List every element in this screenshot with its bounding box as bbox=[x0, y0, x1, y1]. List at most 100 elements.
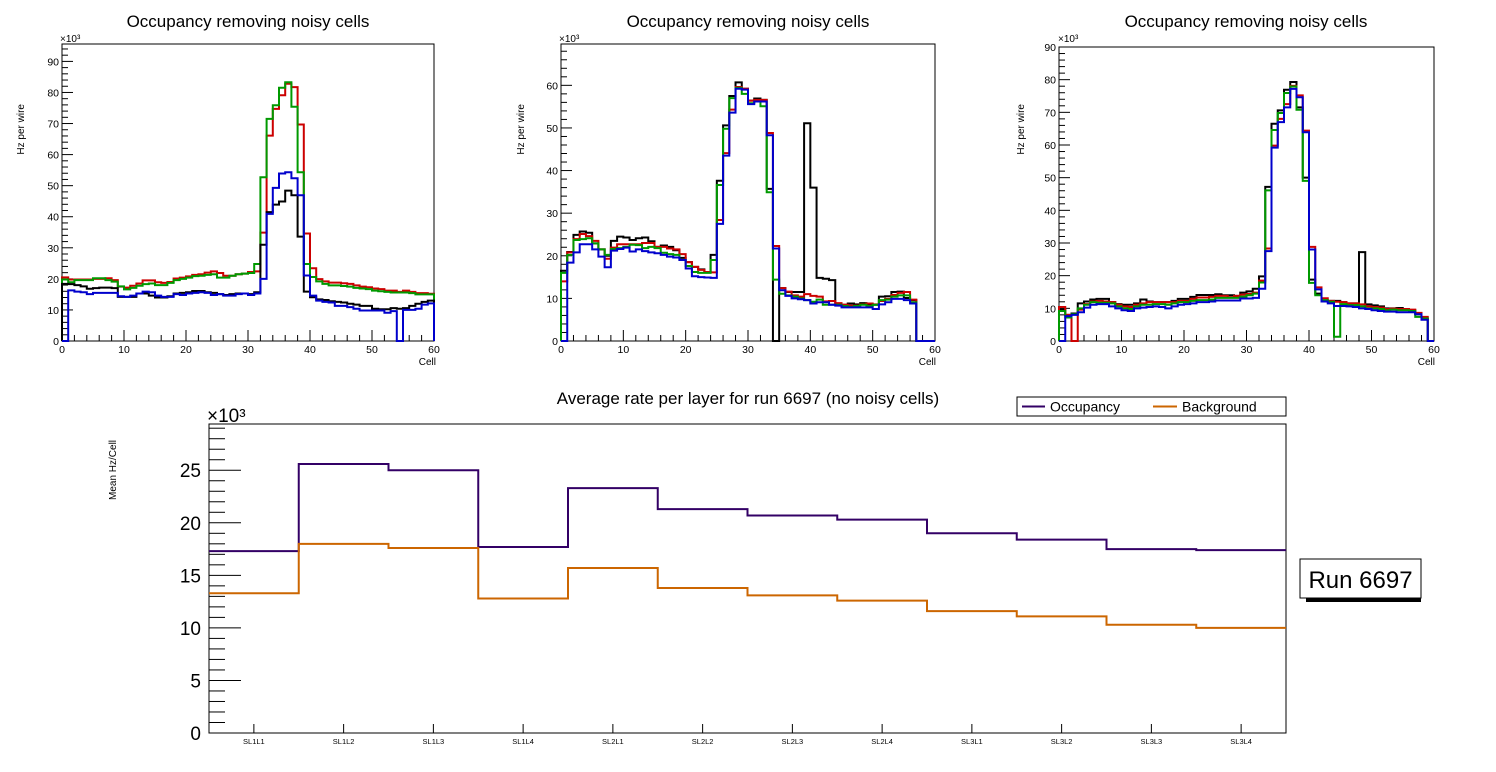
x-tick-label: 50 bbox=[366, 344, 378, 356]
y-tick-label: 20 bbox=[47, 274, 59, 286]
y-tick-label: 80 bbox=[1044, 75, 1056, 87]
y-tick-label: 50 bbox=[546, 123, 558, 135]
x-tick-label: 0 bbox=[558, 344, 564, 356]
series-green-line bbox=[61, 81, 435, 341]
occupancy-plot-3: Occupancy removing noisy cells Hz per wi… bbox=[1016, 12, 1440, 368]
series-green-line bbox=[1058, 85, 1434, 342]
y-multiplier: ×10³ bbox=[207, 406, 246, 427]
legend-label-background: Background bbox=[1182, 399, 1257, 415]
y-tick-label: 25 bbox=[180, 461, 201, 482]
x-category-label: SL3L1 bbox=[961, 737, 983, 746]
y-tick-label: 40 bbox=[1044, 205, 1056, 217]
y-tick-label: 0 bbox=[190, 724, 201, 745]
legend: Occupancy Background bbox=[1016, 396, 1287, 417]
plot-title: Average rate per layer for run 6697 (no … bbox=[557, 389, 939, 408]
x-category-label: SL1L4 bbox=[512, 737, 534, 746]
y-tick-label: 90 bbox=[1044, 42, 1056, 54]
axes: 0 5 10 15 20 25 SL1L1 SL1L2 SL1L3 SL1L4 SL2L1 SL2L2… bbox=[180, 423, 1287, 746]
y-tick-label: 30 bbox=[546, 208, 558, 220]
x-tick-label: 20 bbox=[180, 344, 192, 356]
x-tick-label: 30 bbox=[1241, 344, 1253, 356]
x-tick-label: 20 bbox=[680, 344, 692, 356]
y-tick-label: 50 bbox=[47, 181, 59, 193]
y-tick-label: 70 bbox=[1044, 107, 1056, 119]
x-category-label: SL3L2 bbox=[1051, 737, 1073, 746]
plot-title: Occupancy removing noisy cells bbox=[627, 12, 870, 31]
y-tick-label: 0 bbox=[552, 336, 558, 348]
x-tick-label: 50 bbox=[867, 344, 879, 356]
plot-frame bbox=[208, 423, 1287, 734]
series-group bbox=[560, 81, 935, 342]
y-axis-title: Hz per wire bbox=[1016, 104, 1027, 155]
y-tick-label: 0 bbox=[1050, 336, 1056, 348]
average-rate-plot: Average rate per layer for run 6697 (no … bbox=[108, 389, 1287, 746]
y-tick-label: 10 bbox=[180, 619, 201, 640]
y-tick-label: 80 bbox=[47, 87, 59, 99]
run-box-shadow bbox=[1306, 598, 1421, 602]
y-tick-label: 20 bbox=[180, 514, 201, 535]
x-tick-label: 40 bbox=[1303, 344, 1315, 356]
y-tick-label: 90 bbox=[47, 56, 59, 68]
x-tick-label: 0 bbox=[59, 344, 65, 356]
x-tick-label: 30 bbox=[242, 344, 254, 356]
run-box bbox=[1299, 558, 1422, 599]
y-tick-label: 30 bbox=[1044, 238, 1056, 250]
x-category-label: SL1L2 bbox=[333, 737, 355, 746]
y-tick-label: 5 bbox=[190, 671, 201, 692]
x-category-label: SL2L4 bbox=[871, 737, 893, 746]
run-annotation: Run 6697 bbox=[1299, 558, 1422, 602]
y-axis-title: Mean Hz/Cell bbox=[108, 440, 119, 500]
x-tick-label: 10 bbox=[118, 344, 130, 356]
series-blue-line bbox=[62, 171, 435, 342]
series-blue-line bbox=[561, 87, 935, 342]
x-tick-label: 60 bbox=[1428, 344, 1440, 356]
x-axis-title: Cell bbox=[919, 357, 936, 368]
occupancy-plot-1: Occupancy removing noisy cells Hz per wi… bbox=[16, 12, 440, 368]
x-category-label: SL2L2 bbox=[692, 737, 714, 746]
series-background-line bbox=[209, 542, 1286, 629]
x-tick-label: 20 bbox=[1178, 344, 1190, 356]
y-tick-label: 0 bbox=[53, 336, 59, 348]
x-tick-label: 60 bbox=[428, 344, 440, 356]
x-category-label: SL2L1 bbox=[602, 737, 624, 746]
x-tick-label: 60 bbox=[929, 344, 941, 356]
series-group bbox=[209, 462, 1286, 629]
axes: 0 10 20 30 40 50 60 70 80 90 0 10 20 30 40 50 60 bbox=[47, 43, 440, 356]
series-black-line bbox=[61, 189, 435, 341]
y-multiplier: ×10³ bbox=[559, 34, 580, 45]
series-blue-line bbox=[1059, 87, 1434, 342]
y-tick-label: 20 bbox=[546, 251, 558, 263]
x-category-label: SL1L3 bbox=[423, 737, 445, 746]
legend-label-occupancy: Occupancy bbox=[1050, 399, 1120, 415]
x-axis-title: Cell bbox=[419, 357, 436, 368]
axes: 0 10 20 30 40 50 60 70 80 90 0 10 20 30 40 50 60 bbox=[1044, 42, 1440, 356]
y-tick-label: 60 bbox=[1044, 140, 1056, 152]
x-category-label: SL3L3 bbox=[1141, 737, 1163, 746]
y-tick-label: 20 bbox=[1044, 271, 1056, 283]
series-occupancy-line bbox=[209, 462, 1286, 553]
x-tick-label: 0 bbox=[1056, 344, 1062, 356]
y-tick-label: 40 bbox=[47, 212, 59, 224]
series-group bbox=[61, 81, 435, 342]
series-group bbox=[1058, 80, 1434, 342]
x-tick-label: 50 bbox=[1366, 344, 1378, 356]
x-axis-title: Cell bbox=[1418, 357, 1435, 368]
y-tick-label: 10 bbox=[546, 293, 558, 305]
y-tick-label: 60 bbox=[546, 80, 558, 92]
y-axis-title: Hz per wire bbox=[516, 104, 527, 155]
y-tick-label: 10 bbox=[47, 305, 59, 317]
x-category-label: SL3L4 bbox=[1230, 737, 1252, 746]
x-tick-label: 30 bbox=[742, 344, 754, 356]
x-category-label: SL1L1 bbox=[243, 737, 265, 746]
occupancy-plot-2: Occupancy removing noisy cells Hz per wi… bbox=[516, 12, 941, 368]
series-green-line bbox=[560, 86, 935, 342]
y-tick-label: 15 bbox=[180, 566, 201, 587]
x-tick-label: 40 bbox=[304, 344, 316, 356]
x-tick-label: 10 bbox=[1116, 344, 1128, 356]
x-tick-label: 10 bbox=[617, 344, 629, 356]
y-axis-title: Hz per wire bbox=[16, 104, 27, 155]
legend-box bbox=[1016, 396, 1287, 417]
plot-title: Occupancy removing noisy cells bbox=[1125, 12, 1368, 31]
series-red-line bbox=[61, 82, 435, 341]
